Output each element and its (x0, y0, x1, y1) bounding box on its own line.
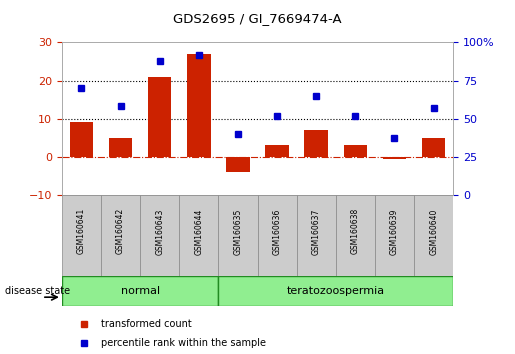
Bar (375, 195, 414, 276)
Bar (344, 145, 367, 156)
Text: transformed count: transformed count (101, 319, 192, 329)
Bar (62, 195, 101, 276)
Bar (218, 195, 258, 276)
Text: GSM160641: GSM160641 (77, 208, 86, 255)
Bar (140, 195, 179, 276)
Bar (383, 156, 406, 159)
Text: GSM160637: GSM160637 (312, 208, 321, 255)
Bar (226, 156, 250, 172)
Text: GSM160640: GSM160640 (429, 208, 438, 255)
Bar (109, 138, 132, 156)
Text: normal: normal (121, 286, 160, 296)
Text: GSM160644: GSM160644 (194, 208, 203, 255)
Text: GSM160639: GSM160639 (390, 208, 399, 255)
Text: GSM160636: GSM160636 (272, 208, 282, 255)
Text: GSM160635: GSM160635 (233, 208, 243, 255)
Text: percentile rank within the sample: percentile rank within the sample (101, 338, 266, 348)
Text: disease state: disease state (5, 286, 70, 296)
Text: GDS2695 / GI_7669474-A: GDS2695 / GI_7669474-A (173, 12, 342, 25)
Bar (297, 195, 336, 276)
Bar (101, 195, 140, 276)
Bar (304, 130, 328, 156)
Bar (218, 276, 453, 306)
Text: teratozoospermia: teratozoospermia (287, 286, 385, 296)
Bar (258, 195, 297, 276)
Bar (336, 195, 375, 276)
Bar (414, 195, 453, 276)
Text: GSM160638: GSM160638 (351, 208, 360, 255)
Bar (62, 276, 218, 306)
Bar (265, 145, 289, 156)
Bar (422, 138, 445, 156)
Text: GSM160643: GSM160643 (155, 208, 164, 255)
Bar (179, 195, 218, 276)
Bar (187, 54, 211, 156)
Bar (70, 122, 93, 156)
Bar (148, 77, 171, 156)
Text: GSM160642: GSM160642 (116, 208, 125, 255)
